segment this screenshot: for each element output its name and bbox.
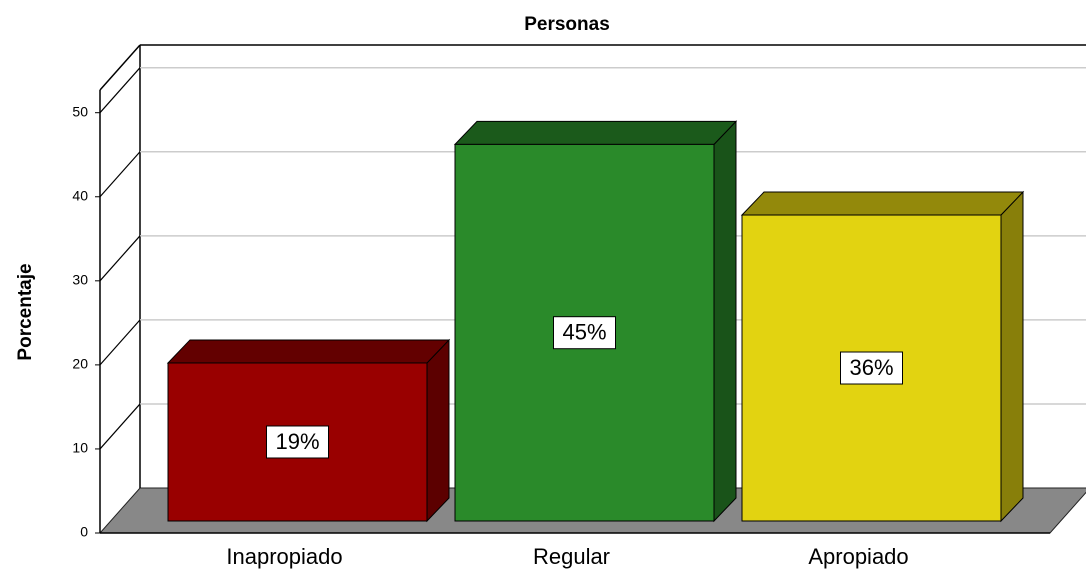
- bar-side: [713, 120, 737, 523]
- side-grid-line: [99, 151, 141, 198]
- chart-title: Personas: [524, 14, 610, 35]
- value-label-box: [553, 316, 616, 350]
- side-grid-line: [99, 319, 141, 366]
- bar-side: [426, 338, 450, 523]
- value-label-box: [266, 425, 329, 459]
- y-tick-label: 30: [72, 272, 88, 288]
- bar-top: [166, 339, 451, 364]
- value-label: 36%: [849, 355, 893, 380]
- y-tick-label: 40: [72, 187, 88, 203]
- x-tick-label: Regular: [533, 544, 610, 569]
- y-axis-title: Porcentaje: [15, 263, 36, 360]
- y-tick-label: 50: [72, 103, 88, 119]
- y-tick-label: 10: [72, 440, 88, 456]
- x-tick-label: Inapropiado: [226, 544, 342, 569]
- value-label: 45%: [562, 320, 606, 345]
- y-tick-label: 0: [80, 524, 88, 540]
- side-grid-line: [99, 403, 141, 450]
- value-label: 19%: [275, 429, 319, 454]
- side-top: [99, 44, 141, 91]
- y-tick-label: 20: [72, 356, 88, 372]
- side-grid-line: [99, 235, 141, 282]
- x-tick-label: Apropiado: [808, 544, 908, 569]
- bar-side: [1000, 190, 1024, 523]
- bar-top: [740, 191, 1025, 216]
- value-label-box: [840, 351, 903, 385]
- bar-top: [453, 120, 738, 145]
- side-grid-line: [99, 67, 141, 114]
